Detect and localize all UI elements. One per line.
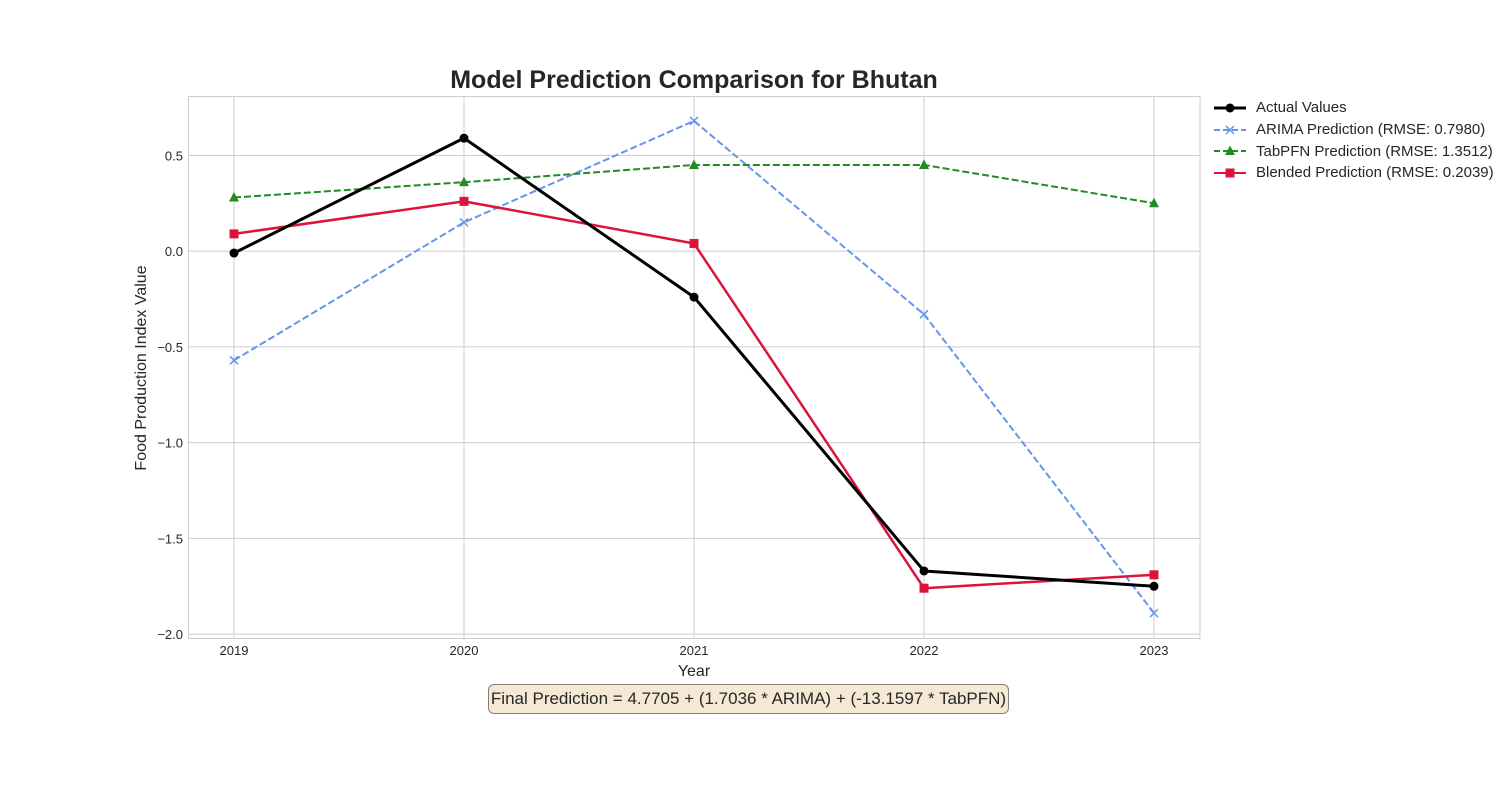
data-point [229,229,239,239]
legend-marker [1225,125,1235,135]
data-point [229,192,239,202]
data-point [919,583,929,593]
y-tick-label: −1.0 [157,436,183,451]
legend-swatch [1214,125,1246,135]
data-point [459,217,469,227]
plot-area-frame [188,96,1201,639]
y-tick-label: 0.0 [165,244,183,259]
series-4 [229,196,1159,593]
series-2 [229,116,1159,618]
data-point [689,238,699,248]
data-point [689,292,699,302]
legend-swatch [1214,145,1246,156]
data-point [689,159,699,169]
y-axis-ticks: 0.5 0.0 −0.5 −1.0 −1.5 −2.0 [157,148,183,642]
legend-swatch [1214,168,1246,178]
x-tick-label: 2019 [220,643,249,658]
legend-label: Actual Values [1256,99,1347,117]
series-group [229,116,1159,618]
series-3 [229,159,1159,208]
data-point [229,355,239,365]
legend-label: Blended Prediction (RMSE: 0.2039) [1256,164,1494,182]
legend-marker [1225,168,1235,178]
x-axis-ticks: 2019 2020 2021 2022 2023 [220,643,1169,658]
x-tick-label: 2022 [910,643,939,658]
data-point [1149,197,1159,208]
y-axis-label: Food Production Index Value [133,265,150,470]
legend-item: Blended Prediction (RMSE: 0.2039) [1212,162,1494,184]
data-point [229,248,239,258]
data-point [459,196,469,206]
formula-text: Final Prediction = 4.7705 + (1.7036 * AR… [490,689,1007,708]
data-point [459,176,469,187]
y-tick-label: −1.5 [157,531,183,546]
data-point [1149,608,1159,618]
x-tick-label: 2020 [450,643,479,658]
data-point [919,309,929,319]
legend: Actual Values ARIMA Prediction (RMSE: 0.7… [1212,97,1494,184]
y-tick-label: −2.0 [157,627,183,642]
data-point [919,159,929,169]
legend-marker [1225,103,1235,113]
legend-item: Actual Values [1212,97,1494,119]
legend-label: TabPFN Prediction (RMSE: 1.3512) [1256,142,1493,160]
legend-item: TabPFN Prediction (RMSE: 1.3512) [1212,140,1494,162]
legend-swatch [1214,103,1246,113]
gridlines [188,96,1200,638]
legend-item: ARIMA Prediction (RMSE: 0.7980) [1212,119,1494,141]
formula-annotation: Final Prediction = 4.7705 + (1.7036 * AR… [488,684,1009,714]
data-point [459,133,469,143]
x-tick-label: 2023 [1140,643,1169,658]
chart-title: Model Prediction Comparison for Bhutan [450,66,938,94]
data-point [1149,581,1159,591]
y-tick-label: −0.5 [157,340,183,355]
x-tick-label: 2021 [680,643,709,658]
data-point [919,566,929,576]
x-axis-label: Year [678,663,711,680]
data-point [1149,570,1159,580]
y-tick-label: 0.5 [165,148,183,163]
legend-marker [1225,145,1235,156]
series-line [233,119,1155,614]
legend-label: ARIMA Prediction (RMSE: 0.7980) [1256,121,1486,139]
series-1 [229,133,1159,591]
data-point [689,116,699,126]
